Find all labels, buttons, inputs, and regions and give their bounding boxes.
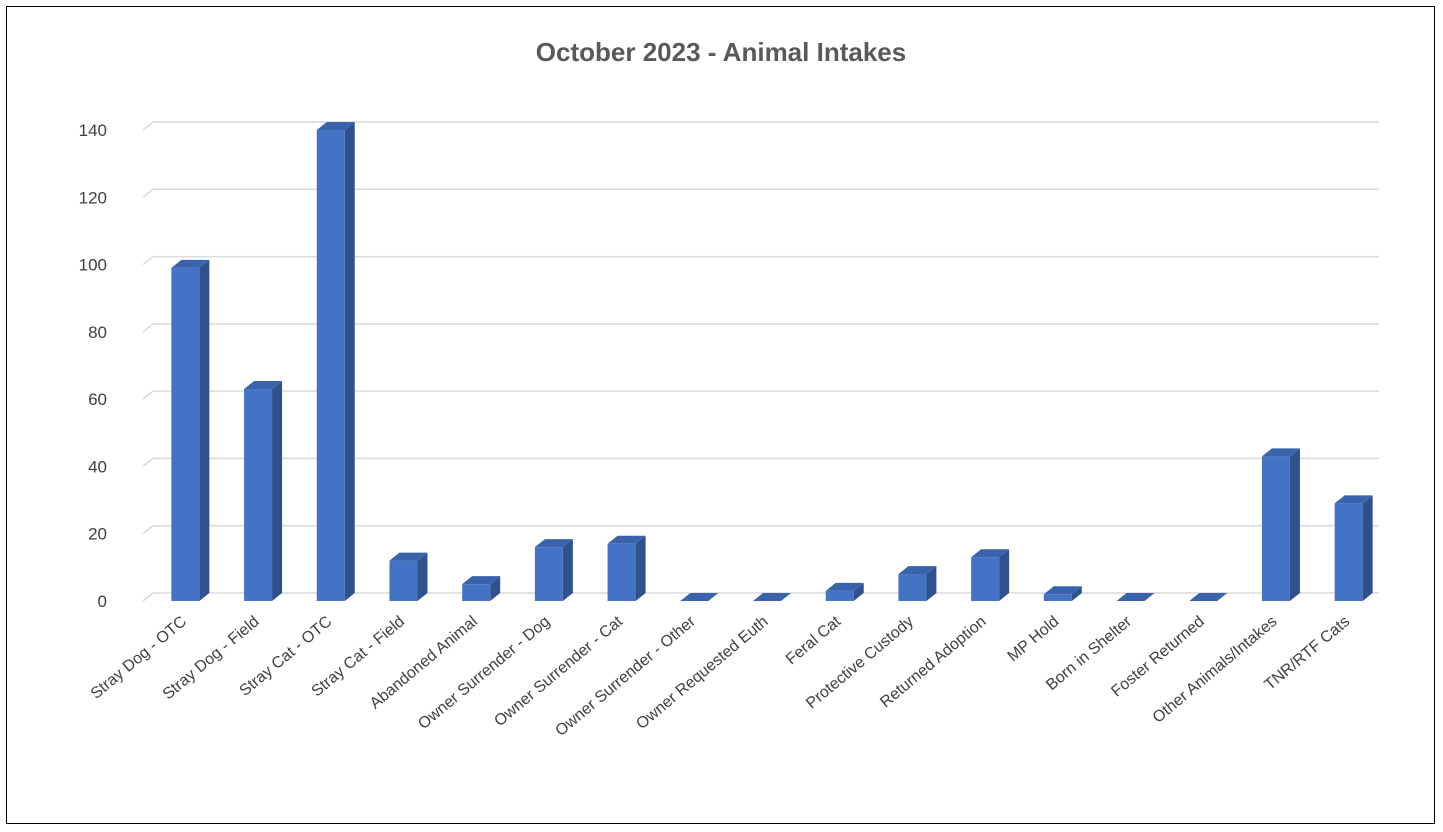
bar-front: [607, 543, 636, 601]
x-category-label: Feral Cat: [783, 613, 845, 669]
bar-front: [171, 267, 200, 601]
y-tick-label: 40: [88, 457, 107, 476]
bar-top: [1116, 593, 1155, 601]
bar: [244, 381, 283, 601]
bar-front: [389, 560, 418, 601]
bar-top: [462, 576, 501, 585]
bar-side: [272, 381, 283, 601]
bar-top: [1334, 495, 1373, 504]
bar-front: [462, 584, 491, 601]
gridline: [142, 255, 1379, 266]
bar-side: [1362, 495, 1373, 601]
bar: [462, 576, 501, 601]
bar-top: [316, 122, 355, 130]
bar: [534, 539, 573, 601]
x-category-label: Owner Surrender - Dog: [415, 613, 553, 733]
bar-front: [825, 590, 854, 601]
bar-chart: October 2023 - Animal Intakes 0 20 40 60 80 1…: [79, 37, 1379, 740]
bar-side: [1071, 586, 1082, 601]
y-tick-label: 140: [79, 121, 107, 140]
bar-top: [1261, 448, 1300, 457]
bar: [1189, 593, 1228, 601]
bar-side: [344, 122, 355, 601]
bar-top: [753, 593, 791, 601]
bar-front: [244, 389, 273, 601]
gridline: [142, 457, 1379, 468]
x-category-label: Owner Requested Euth: [633, 613, 771, 733]
bar-front: [971, 557, 1000, 601]
y-tick-label: 120: [79, 188, 107, 207]
bar-top: [534, 539, 573, 548]
bar: [607, 535, 646, 601]
bar-top: [607, 535, 646, 544]
gridline: [142, 121, 1379, 131]
y-tick-label: 80: [88, 323, 107, 342]
bar: [316, 122, 355, 601]
bar-front: [1043, 594, 1072, 601]
bar-top: [389, 552, 428, 561]
bars: [171, 122, 1373, 601]
bar-side: [1289, 448, 1300, 601]
bar: [1043, 586, 1082, 601]
y-tick-label: 20: [88, 525, 107, 544]
bar: [971, 549, 1010, 601]
bar: [753, 593, 791, 601]
bar: [1334, 495, 1373, 601]
bar-front: [1261, 456, 1290, 601]
bar-top: [1189, 593, 1228, 601]
bar-side: [999, 549, 1010, 601]
bar: [389, 552, 428, 601]
y-tick-label: 100: [79, 256, 107, 275]
bar-side: [562, 539, 573, 601]
x-category-label: Owner Surrender - Cat: [491, 613, 626, 730]
bar-front: [534, 547, 563, 601]
gridline: [142, 188, 1379, 198]
bar-top: [244, 381, 283, 390]
bar: [825, 582, 864, 601]
bar: [680, 593, 719, 601]
chart-title: October 2023 - Animal Intakes: [536, 37, 906, 67]
bar-top: [971, 549, 1010, 558]
y-tick-label: 60: [88, 390, 107, 409]
bar-side: [490, 576, 501, 601]
bar-top: [898, 566, 937, 575]
chart-frame: October 2023 - Animal Intakes 0 20 40 60 80 1…: [6, 6, 1435, 824]
bar-front: [1334, 503, 1363, 601]
bar-front: [898, 574, 927, 601]
grid-lines: [142, 121, 1379, 602]
y-tick-label: 0: [98, 592, 107, 611]
bar-side: [417, 552, 428, 601]
gridline: [142, 524, 1379, 535]
bar: [171, 259, 210, 601]
bar-front: [316, 130, 345, 601]
bar: [1261, 448, 1300, 601]
x-category-label: Other Animals/Intakes: [1150, 613, 1281, 727]
bar-top: [680, 593, 719, 601]
bar-top: [1043, 586, 1082, 595]
bar: [1116, 593, 1155, 601]
x-category-label: Owner Surrender - Other: [552, 613, 699, 740]
gridline: [142, 390, 1379, 400]
bar-side: [635, 535, 646, 601]
bar-side: [199, 259, 210, 601]
bar-side: [853, 582, 864, 601]
bar: [898, 566, 937, 601]
x-category-label: MP Hold: [1005, 613, 1063, 665]
bar-side: [926, 566, 937, 601]
y-axis-ticks: 0 20 40 60 80 100 120 140: [79, 121, 107, 611]
bar-top: [825, 582, 864, 591]
gridline: [142, 592, 1379, 602]
bar-top: [171, 259, 210, 268]
gridline: [142, 323, 1379, 333]
